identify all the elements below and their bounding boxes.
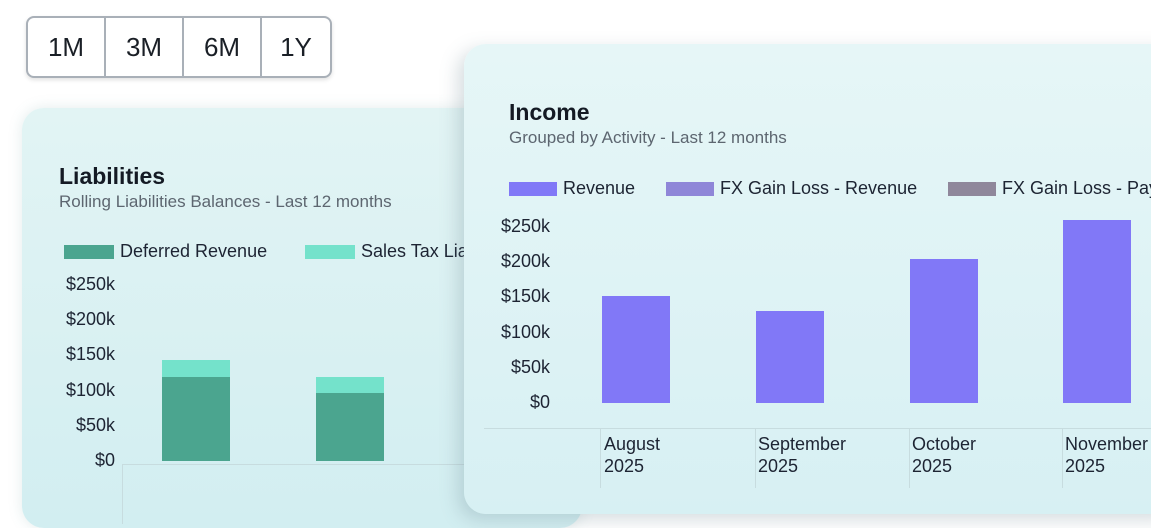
income-subtitle: Grouped by Activity - Last 12 months	[509, 128, 787, 147]
income-card: Income Grouped by Activity - Last 12 mon…	[464, 44, 1151, 514]
legend-label: Revenue	[563, 178, 636, 198]
y-tick-label: $100k	[500, 321, 550, 342]
range-selector: 1M 3M 6M 1Y	[26, 16, 332, 78]
y-tick-label: $0	[94, 450, 115, 470]
x-tick-label-line: October	[912, 434, 977, 454]
legend-swatch	[948, 181, 996, 196]
y-tick-label: $150k	[65, 344, 115, 365]
liabilities-subtitle: Rolling Liabilities Balances - Last 12 m…	[59, 192, 392, 211]
bar	[162, 360, 230, 378]
x-tick-label-line: 2025	[604, 456, 645, 476]
legend-swatch	[64, 244, 114, 259]
bar	[756, 311, 824, 403]
bar	[1063, 219, 1131, 403]
x-axis-line	[484, 428, 1151, 429]
range-1m-button[interactable]: 1M	[28, 18, 106, 76]
x-tick-label-line: 2025	[758, 456, 799, 476]
legend-item-deferred-revenue[interactable]: Deferred Revenue	[64, 241, 267, 262]
legend-swatch	[305, 244, 355, 259]
x-tick-label-line: November	[1065, 434, 1149, 454]
legend-item-fx-gain-loss-pay[interactable]: FX Gain Loss - Pay	[948, 178, 1151, 199]
x-tick-label: November 2025	[1065, 433, 1148, 477]
legend-label: FX Gain Loss - Pay	[1002, 178, 1151, 198]
bar	[162, 377, 230, 461]
legend-item-fx-gain-loss-revenue[interactable]: FX Gain Loss - Revenue	[666, 178, 917, 199]
x-gridline	[909, 428, 910, 488]
y-tick-label: $150k	[500, 286, 550, 307]
bar	[602, 295, 670, 403]
range-3m-button[interactable]: 3M	[106, 18, 184, 76]
legend-swatch	[666, 181, 714, 196]
x-tick-label-line: August	[604, 434, 661, 454]
y-tick-label: $50k	[510, 356, 550, 377]
range-6m-button[interactable]: 6M	[184, 18, 262, 76]
x-gridline	[600, 428, 601, 488]
bar	[316, 376, 384, 393]
x-gridline	[122, 464, 123, 524]
y-tick-label: $200k	[65, 309, 115, 330]
legend-item-sales-tax[interactable]: Sales Tax Lia	[305, 241, 468, 262]
x-tick-label-line: September	[758, 434, 847, 454]
legend-label: Deferred Revenue	[120, 241, 268, 261]
range-1y-button[interactable]: 1Y	[280, 31, 312, 62]
liabilities-title: Liabilities	[59, 163, 166, 189]
x-tick-label: August 2025	[604, 433, 660, 477]
legend-label: FX Gain Loss - Revenue	[720, 178, 918, 198]
legend-item-revenue[interactable]: Revenue	[509, 178, 635, 199]
y-tick-label: $50k	[75, 414, 115, 435]
y-tick-label: $0	[529, 392, 550, 412]
income-title: Income	[509, 99, 590, 125]
x-axis-line	[122, 464, 582, 465]
y-tick-label: $200k	[500, 251, 550, 272]
x-tick-label: September 2025	[758, 433, 846, 477]
bar	[316, 392, 384, 461]
legend-label: Sales Tax Lia	[361, 241, 468, 261]
y-tick-label: $250k	[65, 274, 115, 294]
legend-swatch	[509, 181, 557, 196]
y-tick-label: $250k	[500, 216, 550, 236]
x-tick-label: October 2025	[912, 433, 976, 477]
bar	[910, 258, 978, 403]
x-tick-label-line: 2025	[1065, 456, 1106, 476]
x-gridline	[755, 428, 756, 488]
y-tick-label: $100k	[65, 379, 115, 400]
x-tick-label-line: 2025	[912, 456, 953, 476]
x-gridline	[1062, 428, 1063, 488]
